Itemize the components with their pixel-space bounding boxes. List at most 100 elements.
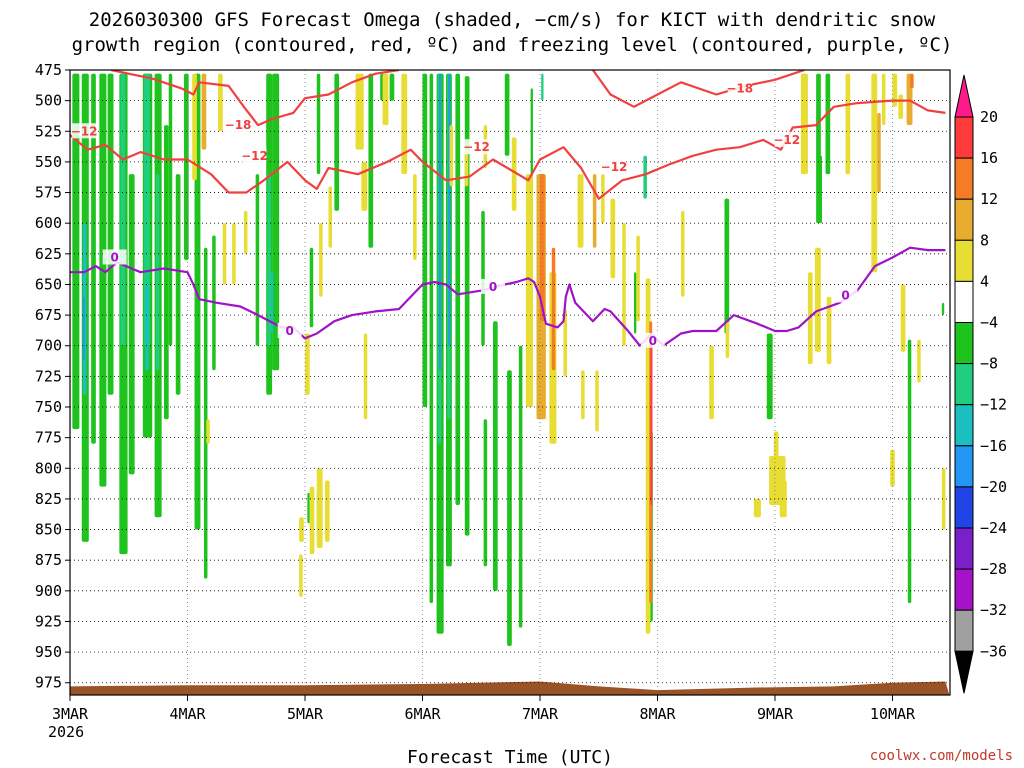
omega-patch [316, 468, 323, 548]
omega-patch [525, 174, 533, 408]
colorbar-bin [954, 527, 974, 570]
y-tick-label: 475 [35, 61, 62, 79]
omega-patch [724, 198, 730, 334]
colorbar-label: −12 [980, 396, 1007, 414]
omega-patch [194, 73, 201, 530]
dgz-contour-label-bg [72, 123, 97, 139]
omega-patch [518, 345, 523, 628]
omega-patch [328, 186, 333, 248]
omega-patch [881, 73, 886, 126]
colorbar-label: −36 [980, 642, 1007, 660]
dgz-contour-label-bg [464, 139, 489, 155]
omega-patch [800, 73, 808, 175]
colorbar-label: 8 [980, 231, 989, 249]
omega-patch [766, 333, 773, 420]
freezing-level-contour-label-bg [833, 287, 858, 303]
freezing-level-contour-label: 0 [489, 280, 497, 294]
omega-patch [255, 174, 260, 346]
y-tick-label: 550 [35, 153, 62, 171]
colorbar-label: −8 [980, 355, 998, 373]
omega-patch [563, 308, 568, 377]
omega-patch [725, 321, 730, 358]
colorbar-label: −28 [980, 560, 1007, 578]
x-tick-label: 5MAR [287, 705, 324, 723]
omega-patch [145, 284, 149, 371]
dgz-contour-label-bg [242, 147, 267, 163]
omega-patch [164, 125, 169, 420]
omega-patch [814, 247, 821, 352]
omega-patch [634, 272, 637, 334]
colorbar-label: 20 [980, 108, 998, 126]
omega-patch [941, 468, 946, 530]
omega-patch [622, 223, 626, 346]
omega-patch [819, 155, 822, 224]
omega-patch [551, 247, 556, 371]
colorbar-bin [954, 568, 974, 611]
omega-patch [361, 161, 368, 211]
omega-patch [825, 73, 831, 175]
colorbar: 20 16 12 8 4 −4 −8 −12 −16 −20 −24 −28 −32 −36 [954, 74, 1007, 694]
colorbar-bin [954, 239, 974, 282]
omega-patch [917, 339, 921, 383]
omega-patch [270, 272, 274, 334]
omega-patch [464, 149, 469, 187]
omega-patch [601, 174, 605, 224]
y-tick-label: 875 [35, 551, 62, 569]
credit-text: coolwx.com/models [870, 748, 1013, 764]
x-tick-label: 8MAR [639, 705, 676, 723]
freezing-level-contour-label: 0 [649, 334, 657, 348]
omega-patch [845, 73, 851, 175]
omega-patch [753, 498, 761, 518]
gridlines [70, 70, 950, 695]
omega-patch [650, 339, 653, 506]
colorbar-bin [954, 363, 974, 406]
omega-patch [892, 73, 898, 107]
omega-patch [316, 73, 321, 175]
freezing-level-contour-label-bg [277, 323, 302, 339]
y-tick-label: 625 [35, 245, 62, 263]
omega-patch [941, 302, 945, 316]
freezing-level-contour-line [70, 246, 946, 347]
y-tick-label: 825 [35, 490, 62, 508]
dgz-contour-label-bg [774, 131, 799, 147]
freezing-level-contour-label-bg [102, 249, 127, 265]
x-tick-label: 10MAR [870, 705, 916, 723]
omega-patch [206, 419, 210, 444]
omega-patch [898, 94, 904, 120]
dgz-contour-label: −12 [463, 140, 490, 154]
y-tick-label: 800 [35, 459, 62, 477]
omega-patch [493, 321, 498, 591]
y-tick-label: 750 [35, 398, 62, 416]
omega-patch [541, 73, 544, 101]
freezing-level-contour-label: 0 [841, 288, 849, 302]
omega-patch [363, 333, 368, 420]
y-tick-label: 950 [35, 643, 62, 661]
x-tick-label: 6MAR [404, 705, 441, 723]
omega-patch [877, 112, 881, 193]
colorbar-label: −24 [980, 519, 1007, 537]
omega-patch [907, 339, 912, 604]
colorbar-bin [954, 609, 974, 652]
omega-patch [483, 419, 488, 567]
x-tick-label: 4MAR [169, 705, 206, 723]
omega-patch [203, 247, 208, 579]
y-tick-label: 975 [35, 674, 62, 692]
dgz-contour-label-bg [226, 117, 251, 133]
omega-patch [272, 73, 280, 371]
omega-shading [72, 73, 946, 646]
colorbar-bin [954, 157, 974, 200]
omega-patch [610, 198, 616, 279]
dgz-contour-label-bg [727, 80, 752, 96]
colorbar-label: 16 [980, 149, 998, 167]
y-tick-label: 900 [35, 582, 62, 600]
omega-patch [389, 73, 395, 101]
omega-patch [72, 73, 80, 430]
colorbar-label: 12 [980, 190, 998, 208]
x-axis-label: Forecast Time (UTC) [407, 747, 613, 768]
omega-patch [307, 492, 310, 524]
plot-frame [69, 69, 951, 696]
omega-patch [144, 73, 150, 346]
omega-patch [438, 73, 441, 371]
omega-patch [267, 174, 271, 346]
omega-patch [382, 73, 389, 126]
